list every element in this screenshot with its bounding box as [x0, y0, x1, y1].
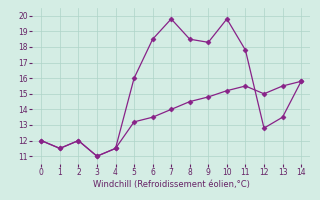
X-axis label: Windchill (Refroidissement éolien,°C): Windchill (Refroidissement éolien,°C) [93, 180, 250, 189]
